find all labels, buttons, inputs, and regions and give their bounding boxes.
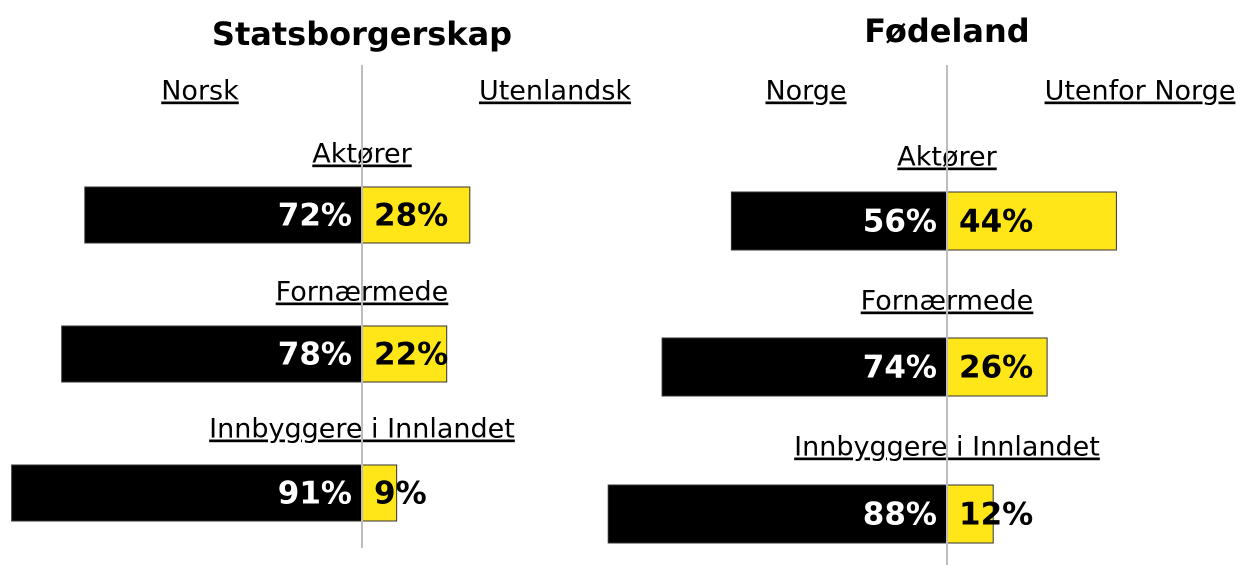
value-label: 88% <box>863 497 937 533</box>
bar-right <box>361 325 448 383</box>
value-label: 22% <box>374 337 448 373</box>
bar-right <box>361 464 398 522</box>
legend-right: Utenlandsk <box>479 76 631 107</box>
value-label: 28% <box>374 198 448 234</box>
bar-left <box>11 464 363 522</box>
value-label: 78% <box>278 337 352 373</box>
bar-right <box>946 191 1117 251</box>
bar-left <box>661 337 948 397</box>
value-label: 12% <box>959 497 1033 533</box>
bar-left <box>730 191 948 251</box>
value-label: 74% <box>863 350 937 386</box>
legend-left: Norge <box>765 76 846 107</box>
bar-left <box>607 484 948 544</box>
value-label: 72% <box>278 198 352 234</box>
chart-title: Statsborgerskap <box>212 15 512 53</box>
value-label: 26% <box>959 350 1033 386</box>
legend-left: Norsk <box>161 76 239 107</box>
value-label: 56% <box>863 204 937 240</box>
bar-right <box>946 484 994 544</box>
bar-right <box>946 337 1048 397</box>
value-label: 91% <box>278 476 352 512</box>
legend-right: Utenfor Norge <box>1045 76 1236 107</box>
value-label: 9% <box>374 476 427 512</box>
bar-right <box>361 186 471 244</box>
chart-title: Fødeland <box>864 12 1029 50</box>
value-label: 44% <box>959 204 1033 240</box>
bar-left <box>84 186 363 244</box>
